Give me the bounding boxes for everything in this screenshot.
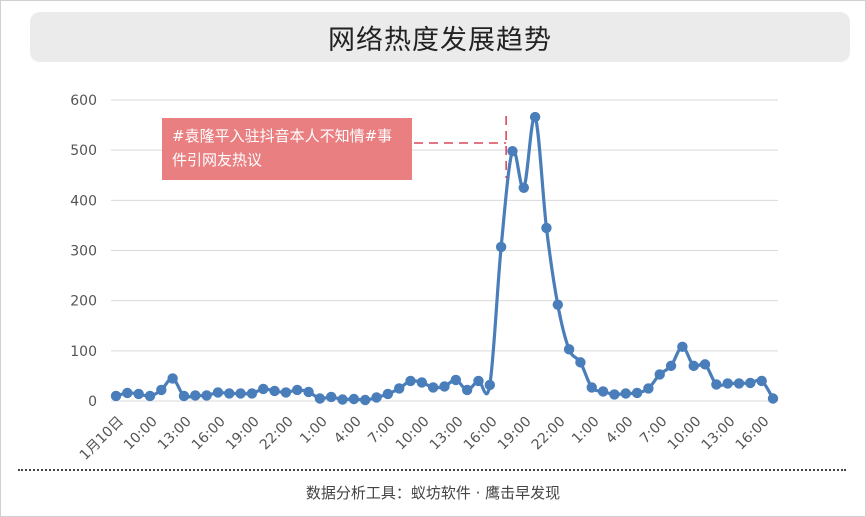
data-point — [393, 383, 405, 394]
data-point — [745, 377, 756, 389]
data-point — [212, 387, 224, 398]
data-point — [575, 357, 586, 368]
data-point — [597, 386, 609, 397]
x-tick-label: 10:00 — [665, 414, 705, 454]
data-point — [303, 386, 314, 398]
data-point — [643, 383, 654, 394]
x-tick-label: 1:00 — [569, 414, 603, 448]
chart-title: 网络热度发展趋势 — [328, 24, 552, 56]
data-point — [473, 375, 484, 387]
y-tick-label: 600 — [70, 93, 97, 109]
data-point — [756, 375, 767, 387]
y-tick-label: 200 — [70, 294, 97, 310]
x-tick-label: 13:00 — [155, 414, 195, 454]
x-tick-label: 22:00 — [529, 414, 569, 454]
data-source: 数据分析工具：蚁坊软件 · 鹰击早发现 — [305, 484, 561, 502]
data-point — [552, 299, 563, 310]
data-point — [156, 384, 167, 396]
x-tick-label: 16:00 — [189, 414, 229, 454]
data-point — [733, 378, 745, 389]
x-tick-label: 13:00 — [427, 414, 467, 454]
data-point — [541, 222, 552, 234]
data-point — [144, 390, 156, 402]
x-tick-label: 1月10日 — [77, 414, 127, 464]
title-bar: 网络热度发展趋势 — [30, 12, 850, 62]
data-point — [665, 360, 677, 372]
data-point — [495, 241, 507, 253]
x-tick-label: 4:00 — [603, 414, 637, 448]
data-point — [190, 390, 201, 401]
x-tick-label: 10:00 — [393, 414, 433, 454]
x-tick-label: 4:00 — [331, 414, 365, 448]
x-tick-label: 10:00 — [121, 414, 161, 454]
data-point — [167, 373, 178, 384]
data-point — [688, 360, 699, 372]
data-point — [201, 390, 212, 401]
x-tick-label: 16:00 — [733, 414, 773, 454]
data-point — [337, 394, 348, 405]
data-point — [609, 389, 620, 400]
data-point — [348, 393, 360, 405]
data-point — [461, 384, 473, 396]
data-point — [450, 374, 462, 386]
data-point — [292, 384, 303, 396]
data-point — [620, 388, 631, 399]
data-point — [224, 388, 235, 399]
y-tick-label: 0 — [88, 394, 97, 410]
x-tick-label: 19:00 — [495, 414, 535, 454]
y-tick-label: 400 — [70, 193, 97, 209]
data-point — [416, 377, 428, 388]
data-point — [235, 388, 246, 399]
y-tick-label: 100 — [70, 344, 97, 360]
data-point — [326, 391, 337, 403]
data-point — [405, 375, 416, 387]
data-point — [314, 393, 326, 404]
y-tick-label: 500 — [70, 143, 97, 159]
data-point — [654, 369, 665, 380]
data-point — [427, 382, 439, 393]
data-point — [360, 394, 371, 406]
data-point — [269, 385, 280, 397]
data-point — [767, 393, 779, 404]
data-point — [371, 392, 382, 403]
data-point — [586, 382, 597, 393]
data-point — [563, 344, 575, 355]
data-point — [484, 379, 496, 391]
x-tick-label: 16:00 — [461, 414, 501, 454]
data-point — [258, 383, 269, 395]
data-point — [631, 387, 643, 399]
data-point — [133, 388, 144, 400]
event-annotation: #袁隆平入驻抖音本人不知情#事件引网友热议 — [162, 118, 412, 180]
y-tick-label: 300 — [70, 244, 97, 260]
data-point — [122, 387, 133, 399]
x-tick-label: 19:00 — [223, 414, 263, 454]
data-point — [722, 378, 733, 389]
data-point — [518, 182, 529, 193]
data-point — [382, 388, 394, 400]
data-point — [439, 381, 450, 392]
footer-divider — [18, 469, 846, 471]
data-point — [699, 359, 711, 370]
x-tick-label: 13:00 — [699, 414, 739, 454]
x-tick-label: 1:00 — [297, 414, 331, 448]
data-point — [110, 390, 122, 402]
data-point — [246, 388, 258, 399]
data-point — [529, 111, 541, 123]
x-tick-label: 22:00 — [257, 414, 297, 454]
data-point — [280, 387, 292, 398]
data-point — [507, 145, 518, 157]
data-point — [677, 341, 688, 353]
data-point — [711, 379, 722, 390]
data-point — [178, 390, 190, 402]
